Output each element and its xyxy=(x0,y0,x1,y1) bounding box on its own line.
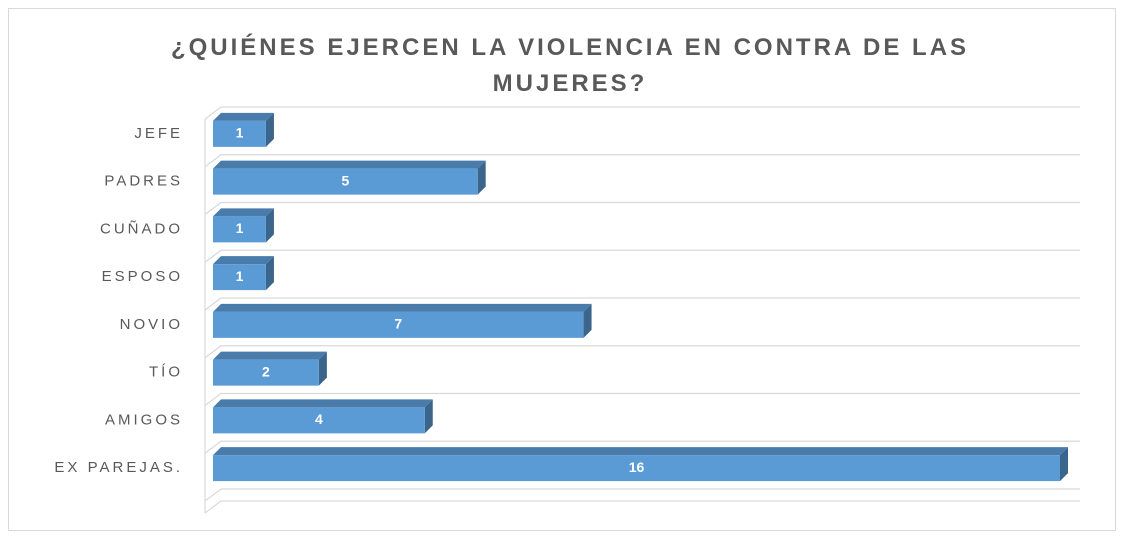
bar-top xyxy=(213,256,274,265)
data-label: 1 xyxy=(236,220,244,236)
bar-side xyxy=(424,399,433,434)
grid-line xyxy=(204,106,1080,120)
bar-side xyxy=(1060,447,1068,482)
bar-top xyxy=(213,160,486,169)
bar-side xyxy=(318,351,327,386)
floor-edge xyxy=(204,500,1080,514)
bar-top xyxy=(213,399,433,408)
bar-side xyxy=(265,256,274,291)
data-label: 16 xyxy=(629,459,645,475)
bar xyxy=(213,359,319,386)
bar xyxy=(213,168,478,195)
bar-top xyxy=(213,447,1068,456)
y-tick-label: PADRES xyxy=(104,173,183,190)
grid-line xyxy=(204,345,1080,359)
bar-side xyxy=(265,208,274,243)
grid-line xyxy=(204,297,1080,311)
grid-line xyxy=(204,392,1080,406)
data-label: 5 xyxy=(341,172,349,188)
bar-top xyxy=(213,303,592,312)
grid-line xyxy=(204,488,1080,502)
bar xyxy=(213,120,266,147)
y-tick-label: CUÑADO xyxy=(100,220,183,237)
data-label: 2 xyxy=(262,363,270,379)
bar xyxy=(213,455,1060,482)
bar-top xyxy=(213,112,274,121)
bar xyxy=(213,407,425,434)
grid-line xyxy=(204,249,1080,263)
bar xyxy=(213,264,266,291)
bar-side xyxy=(477,160,486,195)
chart-frame xyxy=(8,8,1116,531)
bar-side xyxy=(265,112,274,147)
data-label: 1 xyxy=(236,268,244,284)
bar xyxy=(213,216,266,243)
grid-line xyxy=(204,154,1080,168)
grid-line xyxy=(204,201,1080,215)
bar xyxy=(213,311,584,338)
y-tick-label: JEFE xyxy=(134,125,183,142)
data-label: 7 xyxy=(394,316,402,332)
y-tick-label: TÍO xyxy=(149,364,183,381)
data-label: 4 xyxy=(315,411,323,427)
y-tick-label: EX PAREJAS. xyxy=(54,459,183,476)
y-tick-label: ESPOSO xyxy=(102,268,183,285)
y-tick-label: AMIGOS xyxy=(105,411,183,428)
bar-top xyxy=(213,351,327,360)
chart-title: ¿QUIÉNES EJERCEN LA VIOLENCIA EN CONTRA … xyxy=(170,34,970,97)
bar-side xyxy=(583,303,592,338)
bar-top xyxy=(213,208,274,217)
grid-line xyxy=(204,440,1080,454)
y-tick-label: NOVIO xyxy=(120,316,183,333)
data-label: 1 xyxy=(236,125,244,141)
